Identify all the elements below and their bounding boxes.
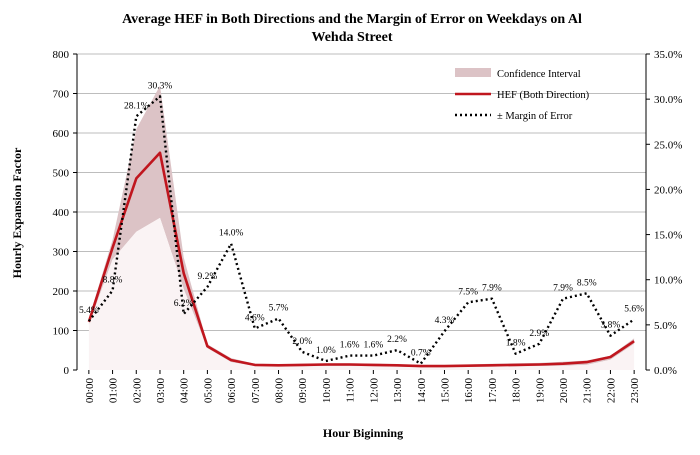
y2-tick-label: 5.0% [654,320,677,332]
x-tick-label: 17:00 [487,378,499,404]
margin-data-label: 30.3% [148,81,173,91]
y2-tick-label: 35.0% [654,49,682,61]
y-axis-title: Hourly Expansion Factor [10,147,24,278]
x-tick-label: 12:00 [368,378,380,404]
x-tick-label: 01:00 [108,378,120,404]
margin-data-label: 1.0% [316,346,336,356]
margin-data-label: 7.5% [458,287,478,297]
x-tick-label: 08:00 [274,378,286,404]
x-tick-label: 10:00 [321,378,333,404]
margin-data-label: 2.9% [529,329,549,339]
margin-data-label: 14.0% [219,229,244,239]
legend-label-hef: HEF (Both Direction) [497,90,590,101]
x-tick-label: 16:00 [463,378,475,404]
margin-data-label: 1.6% [340,341,360,351]
x-tick-label: 06:00 [226,378,238,404]
y2-tick-label: 20.0% [654,184,682,196]
x-tick-label: 05:00 [202,378,214,404]
margin-data-label: 0.7% [411,349,431,359]
margin-data-label: 9.2% [197,272,217,282]
margin-data-label: 1.6% [363,341,383,351]
x-tick-label: 18:00 [511,378,523,404]
y2-tick-label: 0.0% [654,365,677,377]
margin-data-label: 3.8% [601,321,621,331]
x-tick-label: 07:00 [250,378,262,404]
x-tick-label: 09:00 [297,378,309,404]
legend-label-confidence-interval: Confidence Interval [497,69,581,80]
x-tick-label: 14:00 [416,378,428,404]
margin-data-label: 2.0% [292,337,312,347]
x-tick-label: 03:00 [155,378,167,404]
margin-data-label: 28.1% [124,101,149,111]
x-tick-label: 23:00 [629,378,641,404]
legend-label-margin: ± Margin of Error [497,111,573,122]
y2-tick-label: 10.0% [654,275,682,287]
margin-data-label: 2.2% [387,335,407,345]
y-tick-label: 800 [53,49,70,61]
x-tick-label: 19:00 [534,378,546,404]
margin-data-label: 8.8% [103,276,123,286]
margin-data-label: 6.2% [174,299,194,309]
y-tick-label: 200 [53,286,70,298]
margin-of-error-line [87,95,635,365]
confidence-interval-lower-fill [88,217,635,370]
x-tick-label: 02:00 [131,378,143,404]
y-tick-label: 700 [53,89,70,101]
x-tick-label: 21:00 [582,378,594,404]
x-tick-label: 13:00 [392,378,404,404]
legend-swatch-confidence-interval [455,68,491,77]
margin-data-label: 4.3% [435,316,455,326]
y-tick-label: 400 [53,207,70,219]
y-tick-label: 500 [53,168,70,180]
legend: Confidence Interval HEF (Both Direction)… [455,68,590,122]
margin-data-label: 5.6% [624,304,644,314]
x-axis-title: Hour Biginning [323,426,403,440]
y-tick-label: 0 [64,365,70,377]
margin-data-label: 4.6% [245,313,265,323]
y-tick-label: 300 [53,247,70,259]
y2-tick-label: 25.0% [654,139,682,151]
chart-title-line-2: Wehda Street [311,30,392,45]
margin-data-labels: 5.4% 8.8% 28.1% 30.3% 6.2% 9.2% 14.0% 4.6% 5.7% 2… [79,81,644,358]
x-tick-label: 15:00 [440,378,452,404]
hef-line [87,151,635,368]
margin-data-label: 1.8% [506,339,526,349]
x-axis-ticks: 00:00 01:00 02:00 03:00 04:00 05:00 06:00 07:00… [84,370,641,403]
x-tick-label: 20:00 [558,378,570,404]
margin-data-label: 7.9% [482,284,502,294]
y-tick-label: 600 [53,128,70,140]
margin-data-label: 8.5% [577,278,597,288]
y-axis-left-ticks: 0 100 200 300 400 500 600 700 800 [53,49,77,377]
y-axis-right-ticks: 0.0% 5.0% 10.0% 15.0% 20.0% 25.0% 30.0% 35.0% [646,49,682,377]
margin-data-label: 7.9% [553,284,573,294]
x-tick-label: 04:00 [179,378,191,404]
margin-data-label: 5.4% [79,306,99,316]
chart-title-line-1: Average HEF in Both Directions and the M… [122,12,582,27]
y2-tick-label: 30.0% [654,94,682,106]
y2-tick-label: 15.0% [654,230,682,242]
y-tick-label: 100 [53,326,70,338]
x-tick-label: 00:00 [84,378,96,404]
x-tick-label: 22:00 [605,378,617,404]
margin-data-label: 5.7% [269,304,289,314]
x-tick-label: 11:00 [345,378,357,403]
